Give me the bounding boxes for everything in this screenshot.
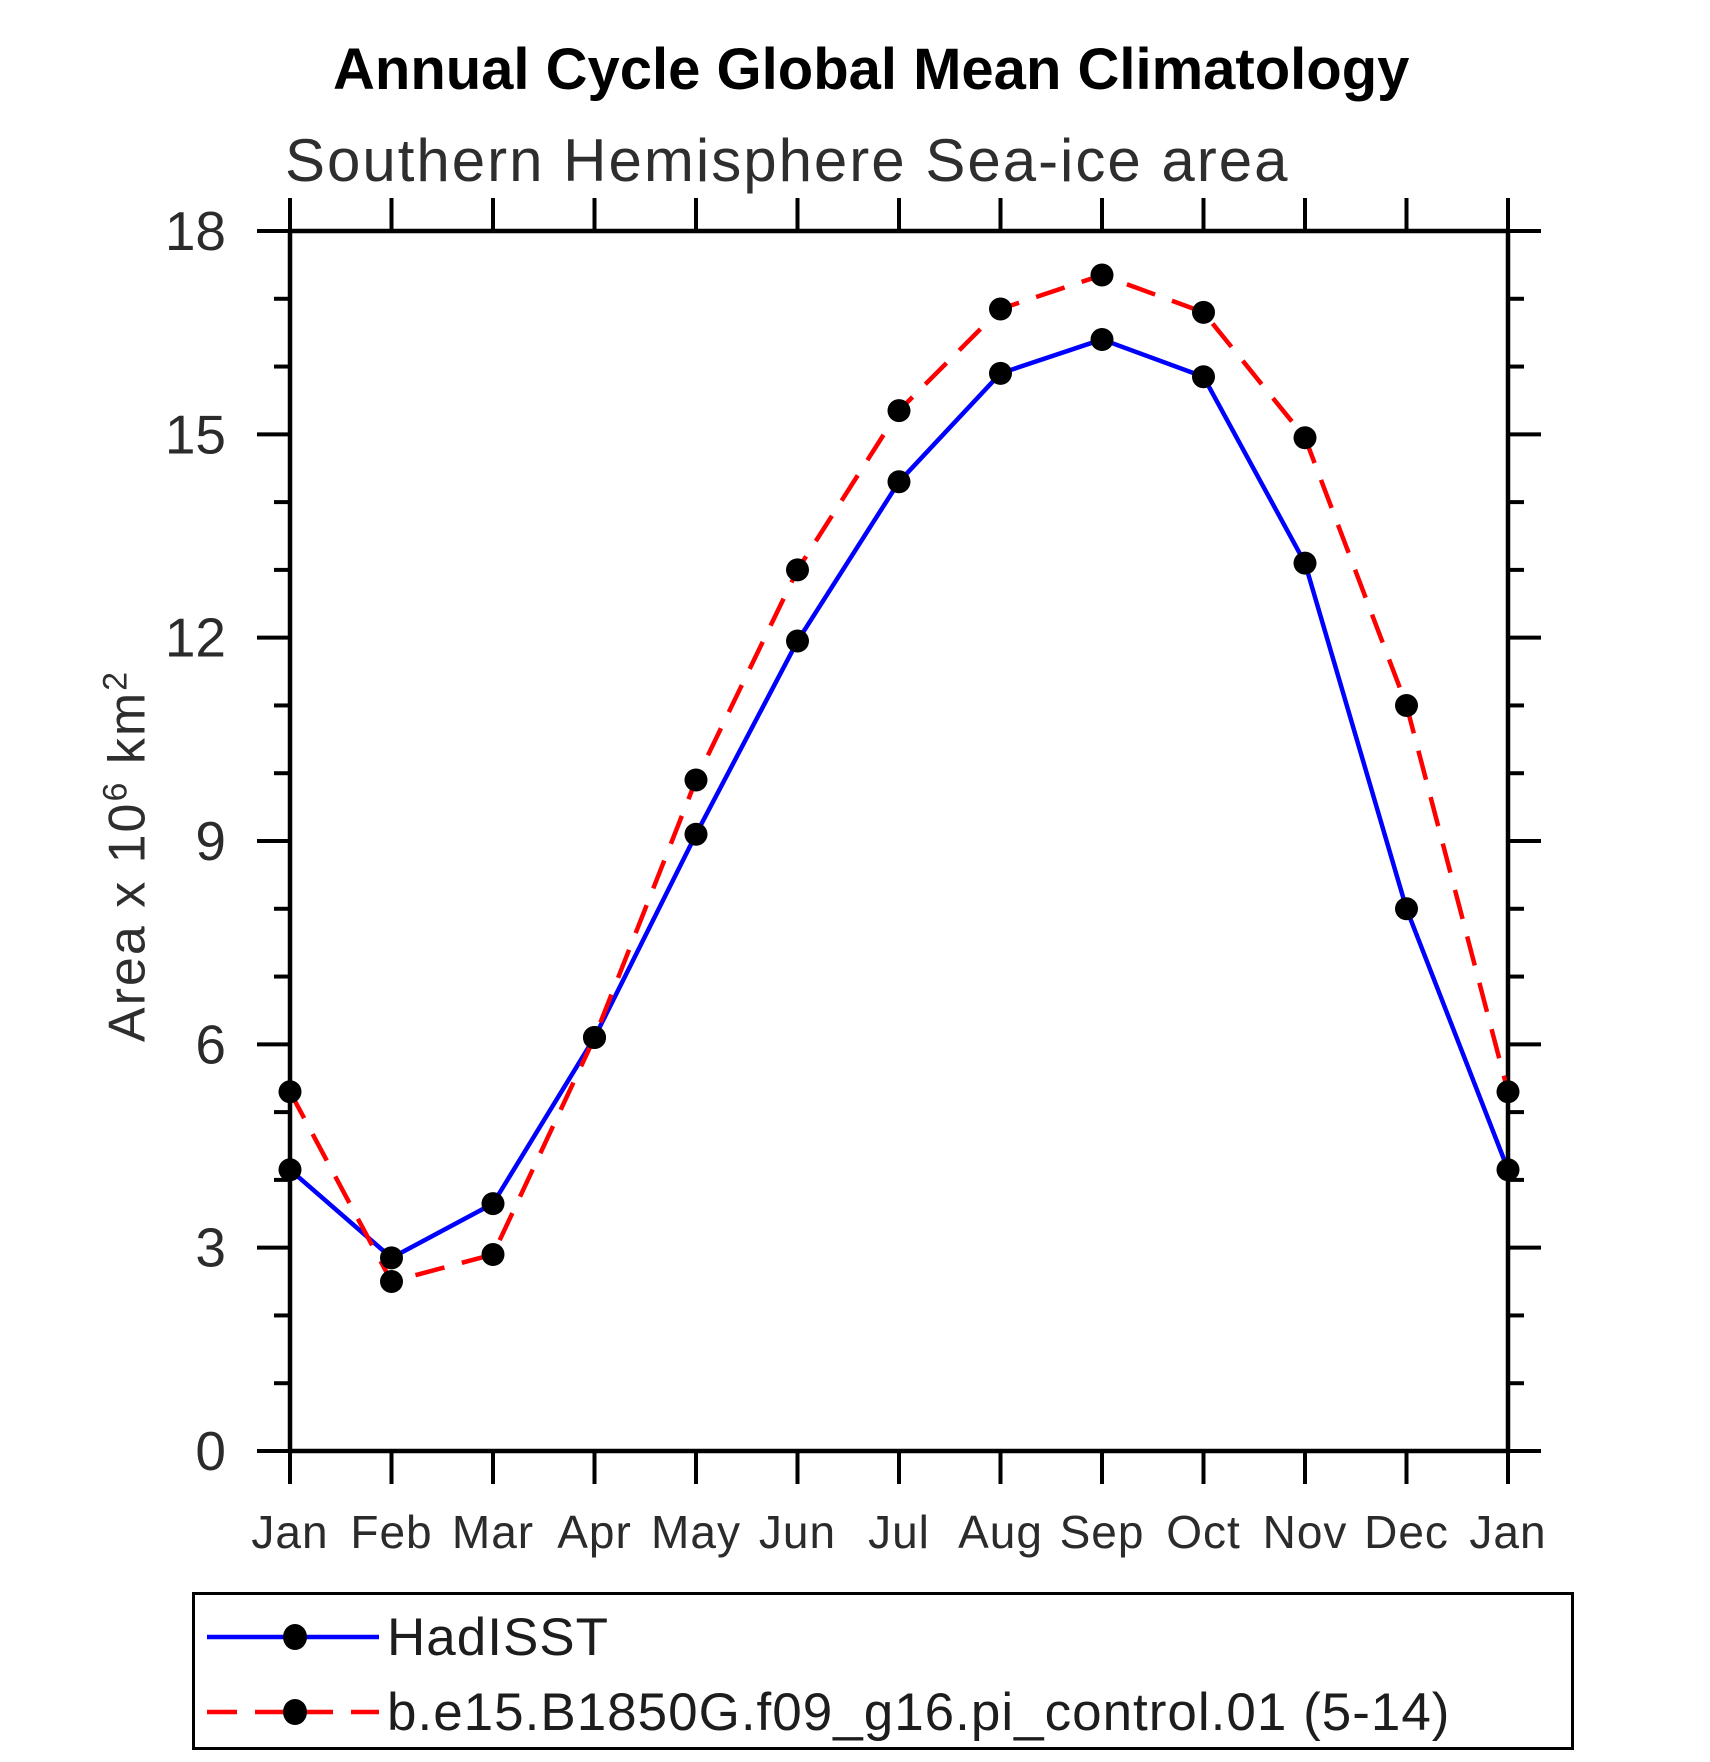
data-point-marker <box>887 470 911 494</box>
data-point-marker <box>1395 897 1418 921</box>
data-point-marker <box>481 1242 505 1266</box>
data-point-marker <box>1192 365 1215 389</box>
x-tick-label: Jan <box>1469 1506 1546 1558</box>
data-point-marker <box>1293 426 1317 450</box>
data-point-marker <box>278 1158 302 1182</box>
data-point-marker <box>380 1246 403 1270</box>
x-tick-label: Jan <box>251 1506 328 1558</box>
data-point-marker <box>1395 693 1418 717</box>
x-tick-label: Apr <box>557 1506 632 1558</box>
y-tick-label: 3 <box>195 1217 226 1279</box>
data-point-marker <box>786 629 809 653</box>
data-point-marker <box>1090 263 1114 287</box>
y-tick-label: 12 <box>165 607 226 669</box>
x-tick-label: Dec <box>1364 1506 1449 1558</box>
series-line-model <box>288 272 1511 1284</box>
data-point-marker <box>786 558 809 582</box>
legend-item-model: b.e15.B1850G.f09_g16.pi_control.01 (5-14… <box>203 1683 1450 1742</box>
x-tick-label: Feb <box>350 1506 432 1558</box>
x-tick-label: Jun <box>759 1506 836 1558</box>
legend-sample-dashed-line <box>207 1699 379 1725</box>
x-tick-label: Nov <box>1263 1506 1348 1558</box>
data-point-marker <box>1496 1158 1520 1182</box>
y-tick-label: 0 <box>195 1420 226 1482</box>
data-point-marker <box>684 822 708 846</box>
data-point-marker <box>1192 300 1215 324</box>
x-tick-label: Oct <box>1166 1506 1241 1558</box>
data-point-marker <box>989 361 1012 385</box>
chart-title: Annual Cycle Global Mean Climatology <box>333 37 1410 102</box>
data-point-marker <box>1496 1080 1520 1104</box>
data-point-marker <box>887 399 911 423</box>
x-tick-label: Aug <box>958 1506 1043 1558</box>
x-tick-label: Mar <box>452 1506 534 1558</box>
data-point-marker <box>684 768 708 792</box>
y-tick-label: 18 <box>165 200 226 262</box>
y-tick-label: 15 <box>165 403 226 465</box>
legend-item-hadisst: HadISST <box>203 1608 609 1667</box>
data-point-marker <box>989 297 1012 321</box>
x-tick-label: Sep <box>1060 1506 1145 1558</box>
data-point-marker <box>481 1192 505 1216</box>
data-point-marker <box>1090 327 1114 351</box>
data-point-marker <box>583 1026 606 1050</box>
x-tick-label: May <box>651 1506 741 1558</box>
legend-item-label: b.e15.B1850G.f09_g16.pi_control.01 (5-14… <box>387 1682 1451 1742</box>
chart-subtitle: Southern Hemisphere Sea-ice area <box>285 127 1290 194</box>
x-tick-label: Jul <box>868 1506 930 1558</box>
legend: HadISST b.e15.B1850G.f09_g16.pi_control.… <box>192 1592 1574 1750</box>
y-tick-label: 9 <box>195 810 226 872</box>
legend-item-label: HadISST <box>387 1607 610 1667</box>
legend-sample-solid-line <box>207 1624 379 1650</box>
data-point-marker <box>278 1080 302 1104</box>
data-point-marker <box>1293 551 1317 575</box>
y-tick-label: 6 <box>195 1013 226 1075</box>
data-point-marker <box>380 1270 403 1294</box>
